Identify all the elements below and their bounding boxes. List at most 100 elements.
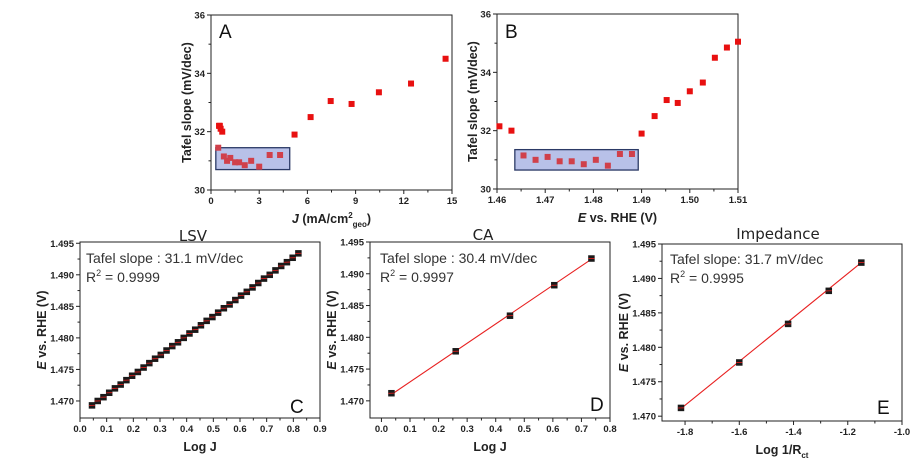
r-squared-annotation: R2 = 0.9995 — [670, 269, 744, 286]
y-tick-label: 1.470 — [50, 396, 74, 407]
data-point — [307, 114, 314, 121]
panel-b: 1.46 1.47 1.48 1.49 1.50 1.51 30 32 34 36 E vs. RH… — [466, 10, 748, 226]
y-tick-label: 1.490 — [632, 274, 656, 285]
x-tick-label: 0.7 — [260, 424, 273, 435]
y-axis-label: E vs. RHE (V) — [35, 290, 49, 369]
chart-title: LSV — [179, 227, 208, 245]
x-tick-label: 9 — [353, 196, 358, 207]
chart-title: Impedance — [736, 225, 819, 243]
x-tick-label: -1.8 — [677, 427, 693, 438]
x-tick-label: 1.47 — [536, 195, 555, 206]
x-tick-label: 1.48 — [584, 195, 603, 206]
x-tick-label: -1.2 — [840, 427, 856, 438]
tafel-slope-annotation: Tafel slope : 31.1 mV/dec — [86, 250, 243, 266]
y-tick-label: 1.475 — [50, 365, 74, 376]
panel-letter: B — [505, 22, 518, 43]
panel-letter: D — [590, 395, 604, 416]
y-tick-label: 32 — [480, 126, 491, 137]
panel-e: -1.8 -1.6 -1.4 -1.2 -1.0 1.470 1.475 1.480 1.485… — [617, 225, 910, 459]
data-point — [686, 88, 693, 95]
x-tick-label: 0.3 — [153, 424, 166, 435]
tafel-slope-annotation: Tafel slope: 31.7 mV/dec — [670, 251, 823, 267]
y-tick-label: 1.475 — [632, 377, 656, 388]
y-tick-label: 32 — [194, 127, 205, 138]
x-tick-label: -1.4 — [785, 427, 802, 438]
data-point — [496, 123, 503, 130]
x-tick-label: 0 — [208, 196, 213, 207]
data-point — [711, 54, 718, 61]
y-tick-label: 36 — [480, 10, 491, 21]
x-axis-label: J (mA/cm2geo) — [292, 211, 371, 229]
fit-line — [680, 262, 862, 410]
y-tick-label: 1.480 — [632, 343, 656, 354]
y-tick-label: 1.495 — [340, 238, 364, 249]
data-point — [663, 97, 670, 104]
data-point — [266, 152, 273, 158]
data-point — [556, 158, 563, 165]
data-point — [651, 113, 658, 120]
y-tick-label: 34 — [194, 69, 205, 80]
x-tick-label: -1.6 — [731, 427, 747, 438]
x-tick-label: 0.4 — [180, 424, 194, 435]
x-tick-label: 1.49 — [632, 195, 651, 206]
r-squared-annotation: R2 = 0.9997 — [380, 268, 454, 285]
x-tick-label: 0.1 — [100, 424, 114, 435]
x-axis-label: Log J — [183, 440, 216, 454]
data-point — [604, 162, 611, 169]
x-tick-label: 1.46 — [488, 195, 507, 206]
r-squared-annotation: R2 = 0.9999 — [86, 268, 160, 285]
x-axis-label: Log 1/Rct — [756, 443, 809, 459]
x-tick-label: 0.3 — [461, 424, 474, 435]
x-tick-label: 0.8 — [603, 424, 616, 435]
data-point — [215, 144, 222, 151]
data-point — [256, 163, 263, 170]
data-point — [735, 38, 741, 45]
data-point — [219, 128, 226, 135]
plot-frame — [661, 243, 903, 422]
data-point — [408, 80, 415, 87]
y-axis-label: E vs. RHE (V) — [325, 290, 339, 369]
x-tick-label: 0.7 — [575, 424, 588, 435]
panel-letter: A — [219, 22, 232, 43]
x-tick-label: 0.8 — [287, 424, 300, 435]
y-tick-label: 34 — [480, 68, 491, 79]
x-tick-label: 0.2 — [127, 424, 140, 435]
y-axis-label: Tafel slope (mV/dec) — [466, 41, 480, 162]
x-tick-label: 1.50 — [681, 195, 700, 206]
y-tick-label: 1.470 — [632, 412, 656, 423]
x-tick-label: 0.0 — [73, 424, 86, 435]
y-tick-label: 1.495 — [632, 240, 656, 251]
data-point — [327, 98, 334, 105]
y-tick-label: 1.485 — [340, 301, 364, 312]
x-tick-label: 6 — [305, 196, 310, 207]
panel-letter: C — [290, 397, 304, 418]
data-point — [227, 154, 234, 161]
x-axis-label: E vs. RHE (V) — [578, 211, 657, 225]
data-point — [628, 151, 635, 157]
x-tick-label: 15 — [447, 196, 458, 207]
y-tick-label: 1.490 — [50, 270, 74, 281]
data-point — [248, 157, 255, 164]
x-axis-label: Log J — [473, 440, 506, 454]
x-tick-label: 3 — [257, 196, 262, 207]
y-tick-label: 1.490 — [340, 269, 364, 280]
data-point — [277, 152, 284, 158]
data-point — [348, 100, 355, 107]
y-axis-label: E vs. RHE (V) — [617, 293, 631, 372]
x-tick-label: -1.0 — [894, 427, 910, 438]
data-point — [532, 156, 539, 163]
data-point — [375, 89, 382, 96]
data-point — [723, 44, 730, 51]
data-point — [699, 79, 706, 86]
y-axis-label: Tafel slope (mV/dec) — [180, 42, 194, 163]
data-point — [568, 158, 575, 165]
x-tick-label: 0.4 — [489, 424, 503, 435]
y-tick-label: 1.480 — [50, 333, 74, 344]
data-point — [224, 157, 231, 164]
panel-d: 0.0 0.1 0.2 0.3 0.4 0.5 0.6 0.7 0.8 1.470 1.475 1.4… — [325, 226, 617, 454]
data-point — [520, 152, 527, 159]
data-point — [220, 153, 227, 160]
chart-title: CA — [473, 226, 494, 244]
data-point — [232, 159, 239, 166]
